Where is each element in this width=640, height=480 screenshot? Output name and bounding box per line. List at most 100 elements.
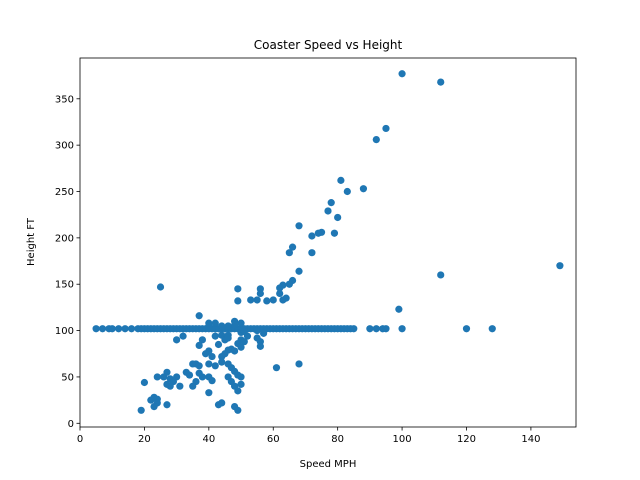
data-point — [218, 352, 226, 361]
y-tick-label: 50 — [61, 372, 74, 383]
data-point — [234, 297, 242, 305]
data-point — [127, 325, 136, 333]
x-tick-label: 140 — [521, 434, 540, 445]
data-point — [121, 325, 129, 333]
data-point — [295, 222, 303, 230]
data-point — [269, 296, 277, 304]
x-tick-label: 120 — [457, 434, 476, 445]
data-point — [160, 373, 168, 381]
data-point — [214, 340, 223, 349]
data-point — [224, 334, 232, 342]
data-point — [237, 380, 245, 388]
data-point — [211, 332, 219, 340]
data-point — [224, 322, 232, 330]
data-point — [195, 341, 203, 350]
data-point — [382, 325, 390, 333]
plot-frame — [79, 57, 577, 428]
data-point — [395, 305, 403, 313]
data-point — [153, 373, 161, 381]
data-point — [437, 78, 445, 86]
data-point — [343, 187, 351, 196]
data-point — [350, 325, 358, 333]
data-point — [218, 358, 226, 366]
data-point — [398, 325, 406, 333]
data-point — [398, 70, 406, 78]
data-point — [330, 229, 339, 237]
data-point — [230, 321, 239, 329]
data-point — [163, 401, 171, 409]
data-point — [327, 199, 335, 207]
data-point — [218, 322, 226, 330]
data-point — [92, 325, 100, 333]
y-tick-label: 200 — [55, 233, 74, 244]
y-axis-label: Height FT — [26, 217, 37, 266]
data-point — [276, 284, 284, 292]
data-point — [285, 280, 293, 288]
y-tick-label: 250 — [55, 187, 74, 198]
data-point — [256, 342, 264, 350]
data-point — [234, 285, 242, 293]
data-point — [179, 332, 187, 340]
x-tick-label: 0 — [77, 434, 83, 445]
chart-title: Coaster Speed vs Height — [254, 38, 403, 52]
data-point — [115, 325, 123, 333]
data-point — [382, 124, 390, 133]
y-tick-label: 150 — [55, 280, 74, 291]
data-point — [276, 289, 284, 298]
data-point — [359, 185, 368, 193]
y-tick-label: 300 — [55, 141, 74, 152]
data-point — [324, 207, 332, 215]
data-point — [198, 336, 206, 344]
data-point — [462, 325, 471, 333]
data-point — [211, 362, 219, 370]
data-point — [195, 312, 203, 320]
data-point — [108, 325, 116, 333]
data-point — [488, 325, 496, 333]
data-point — [237, 343, 245, 351]
data-point — [247, 296, 255, 304]
data-point — [176, 382, 184, 390]
data-point — [372, 325, 380, 333]
data-point — [253, 296, 261, 304]
data-point — [295, 360, 303, 368]
y-tick-label: 350 — [55, 94, 74, 105]
data-point — [230, 347, 239, 355]
data-point — [240, 327, 248, 336]
data-point — [308, 232, 316, 240]
data-point — [208, 352, 216, 361]
data-point — [337, 176, 345, 184]
x-tick-label: 80 — [331, 434, 344, 445]
x-tick-label: 60 — [267, 434, 280, 445]
data-point — [150, 403, 158, 411]
data-point — [259, 329, 268, 337]
x-axis: 0 20 40 60 80 100 120 140 — [77, 427, 540, 445]
x-axis-label: Speed MPH — [300, 459, 357, 470]
data-point — [556, 262, 564, 270]
data-point — [308, 249, 316, 257]
data-point — [437, 271, 445, 279]
data-point — [253, 326, 261, 335]
data-point — [205, 347, 213, 355]
data-point — [288, 243, 297, 251]
data-point — [237, 373, 245, 381]
data-point — [189, 382, 197, 390]
data-point — [272, 364, 281, 372]
data-point — [218, 399, 226, 407]
data-point — [234, 387, 242, 395]
y-axis: 0 50 100 150 200 250 300 350 — [55, 94, 80, 430]
data-point — [240, 338, 248, 346]
data-point — [156, 283, 165, 291]
data-point — [234, 406, 242, 414]
y-tick-label: 100 — [55, 326, 74, 337]
data-point — [295, 267, 303, 275]
data-point — [372, 135, 380, 144]
x-tick-label: 20 — [138, 434, 151, 445]
data-point — [205, 360, 213, 368]
data-point — [185, 371, 194, 379]
data-point — [195, 362, 203, 370]
data-point — [211, 319, 219, 327]
data-point — [205, 389, 213, 397]
data-point — [334, 213, 342, 222]
data-point — [198, 373, 206, 381]
